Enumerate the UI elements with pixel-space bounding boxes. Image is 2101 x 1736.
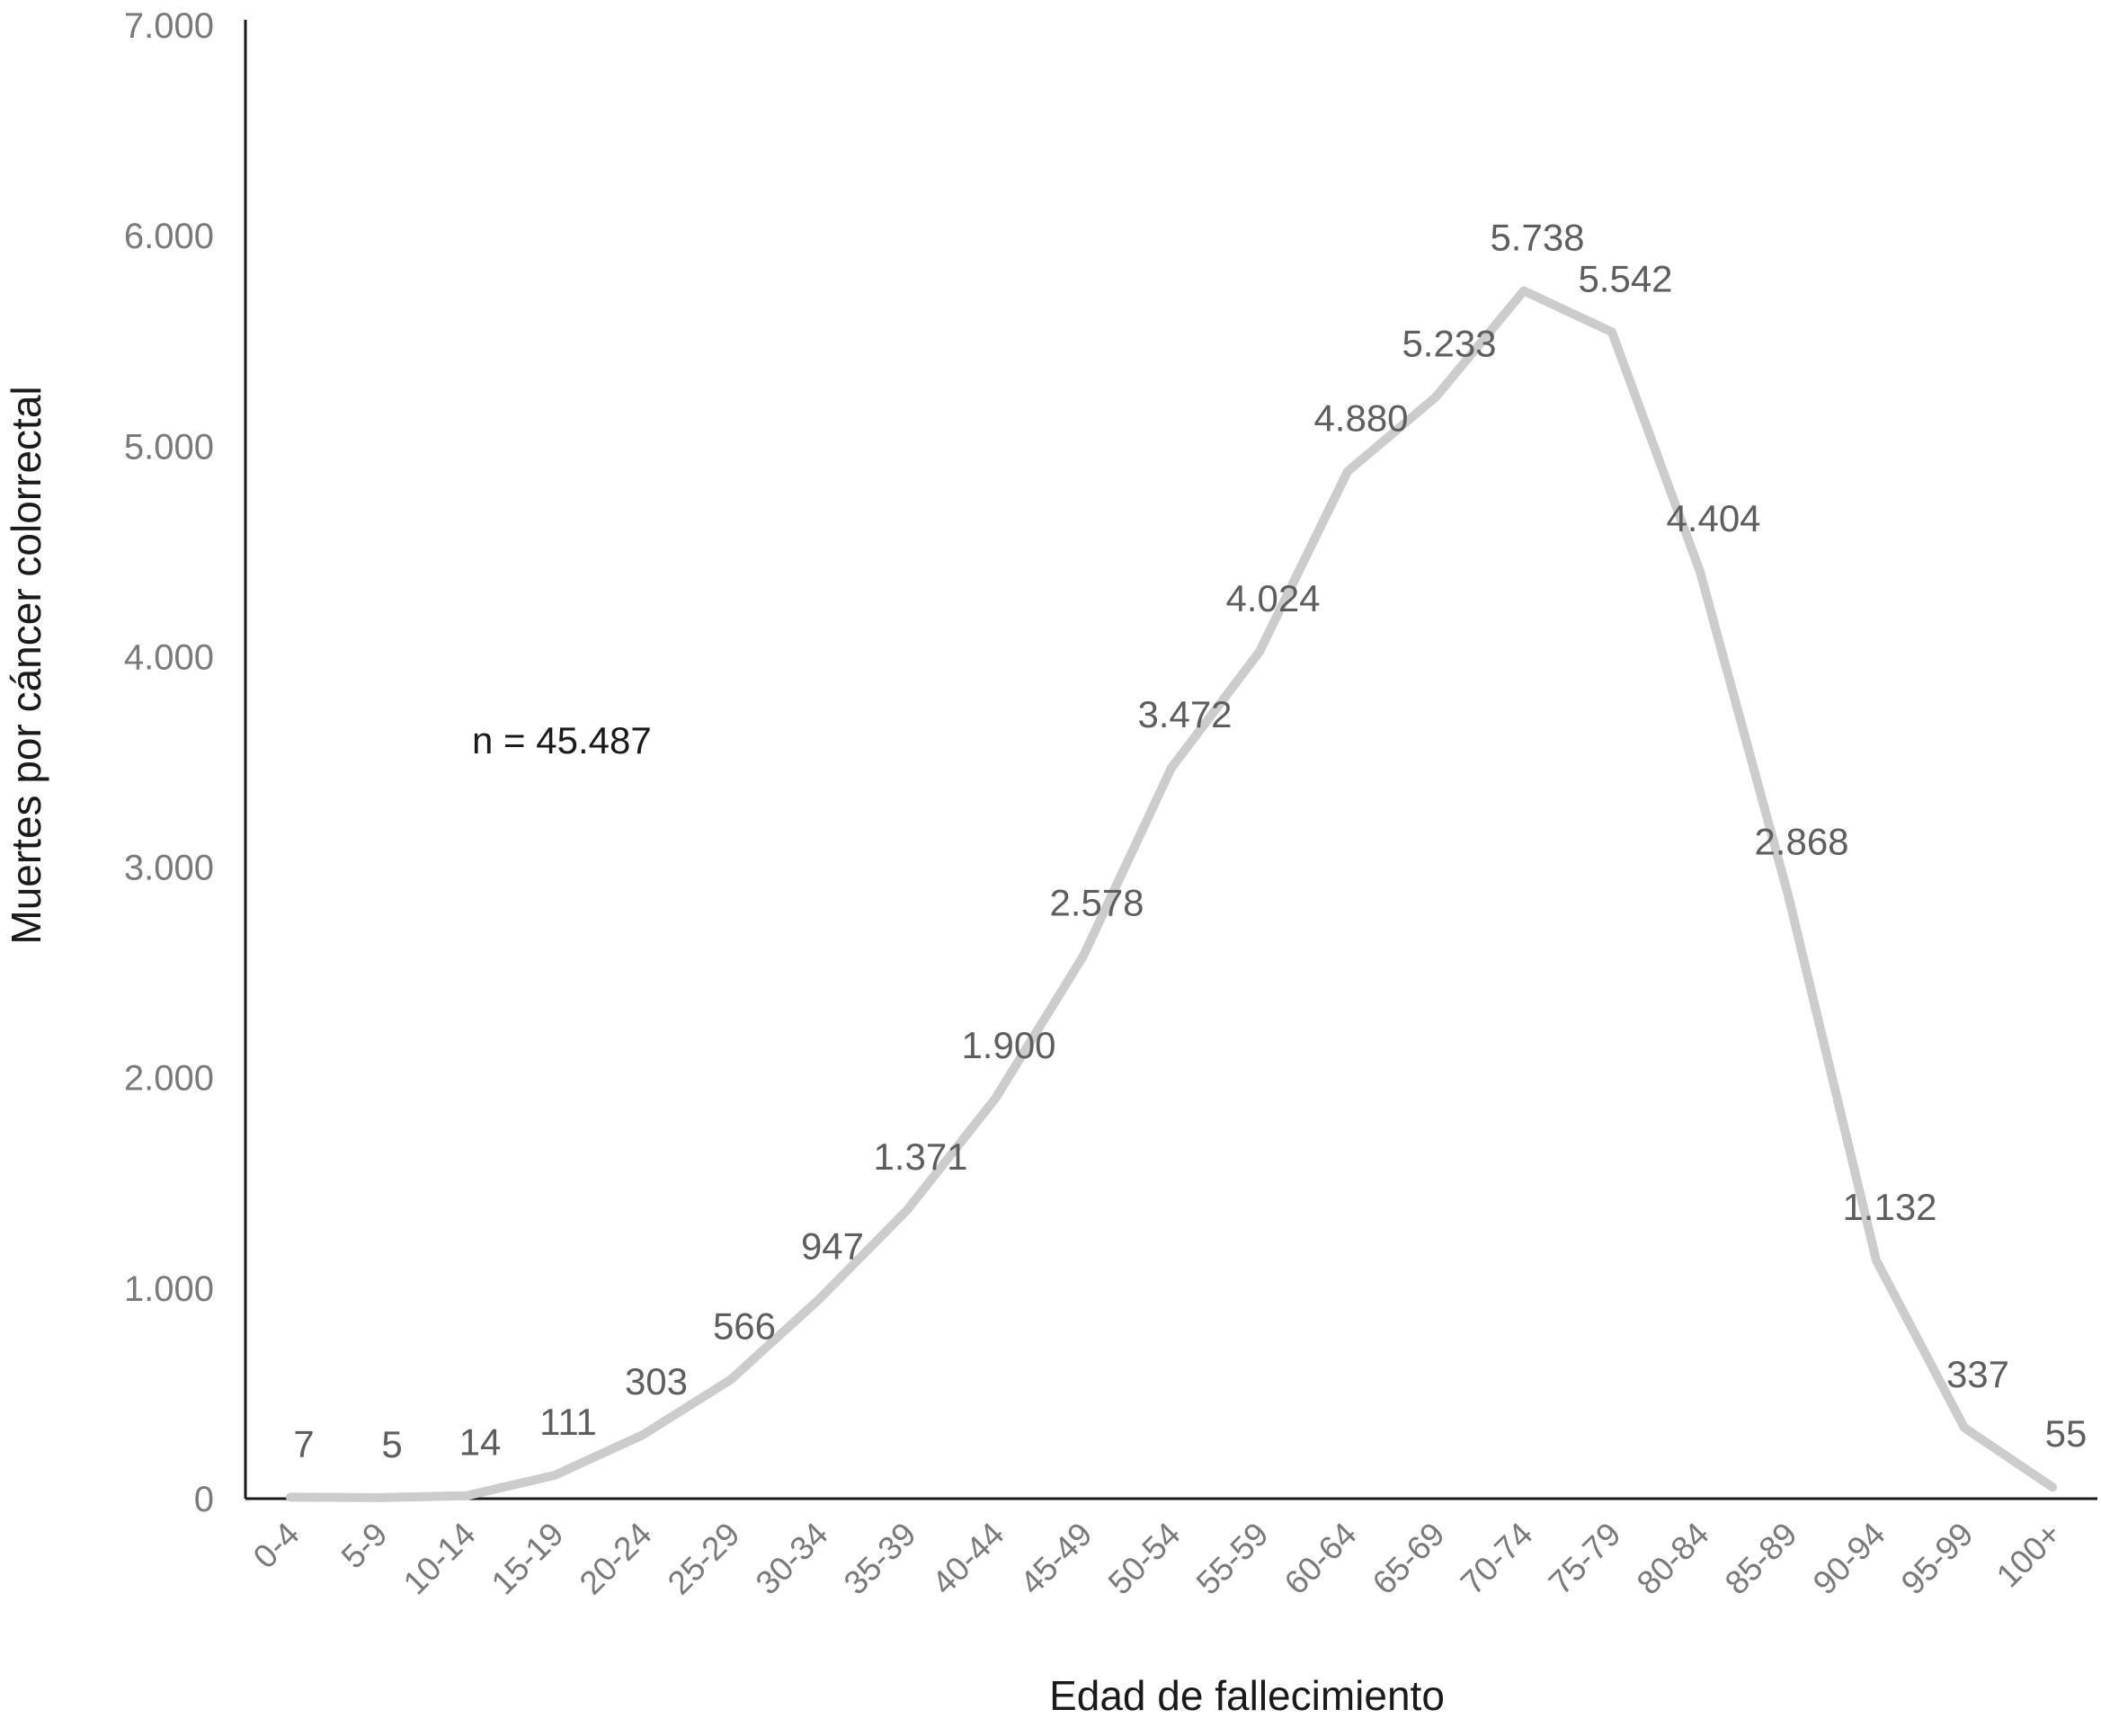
data-label: 5.233	[1402, 323, 1496, 365]
data-label: 5.738	[1490, 216, 1584, 258]
x-axis-ticks: 0-4 5-9 10-14 15-19 20-24 25-29 30-34 35-39 40-4…	[246, 1516, 2069, 1602]
x-tick-label: 0-4	[246, 1516, 307, 1576]
data-label: 14	[459, 1421, 502, 1464]
x-tick-label: 40-44	[925, 1516, 1011, 1602]
data-label: 4.880	[1313, 396, 1408, 439]
x-tick-label: 50-54	[1101, 1516, 1188, 1602]
data-label: 566	[713, 1304, 776, 1347]
data-label: 7	[293, 1422, 314, 1464]
total-annotation: n = 45.487	[472, 719, 652, 761]
x-tick-label: 15-19	[485, 1516, 571, 1602]
y-tick-label: 0	[194, 1480, 214, 1519]
x-tick-label: 25-29	[661, 1516, 747, 1602]
x-tick-label: 45-49	[1013, 1516, 1099, 1602]
data-label: 303	[625, 1360, 688, 1402]
data-label: 1.900	[961, 1024, 1055, 1066]
data-label: 5	[381, 1423, 402, 1465]
data-label: 2.578	[1049, 881, 1144, 923]
x-axis-title: Edad de fallecimiento	[1049, 1672, 1445, 1719]
x-tick-label: 70-74	[1454, 1516, 1540, 1602]
data-labels: 7 5 14 111 303 566 947 1.371 1.900 2.578 3.472 4.02…	[293, 216, 2087, 1464]
data-label: 3.472	[1137, 693, 1232, 735]
x-tick-label: 35-39	[837, 1516, 923, 1602]
x-tick-label: 95-99	[1894, 1516, 1981, 1602]
x-tick-label: 80-84	[1630, 1516, 1716, 1602]
data-label: 4.404	[1666, 497, 1760, 539]
y-axis-title: Muertes por cáncer colorrectal	[3, 386, 49, 944]
y-tick-label: 1.000	[124, 1269, 214, 1309]
x-tick-label: 65-69	[1366, 1516, 1452, 1602]
y-tick-label: 7.000	[124, 6, 214, 46]
y-tick-label: 6.000	[124, 217, 214, 256]
x-tick-label: 85-89	[1718, 1516, 1804, 1602]
data-label: 5.542	[1578, 257, 1672, 299]
data-label: 4.024	[1225, 577, 1320, 619]
y-tick-label: 2.000	[124, 1059, 214, 1099]
data-label: 947	[801, 1224, 864, 1267]
x-tick-label: 90-94	[1806, 1516, 1892, 1602]
x-tick-label: 5-9	[334, 1516, 395, 1576]
data-label: 55	[2045, 1412, 2088, 1455]
x-tick-label: 30-34	[749, 1516, 835, 1602]
y-axis-ticks: 0 1.000 2.000 3.000 4.000 5.000 6.000 7.000	[124, 6, 214, 1519]
y-tick-label: 5.000	[124, 427, 214, 467]
series-line	[286, 286, 2057, 1502]
x-tick-label: 60-64	[1278, 1516, 1364, 1602]
data-label: 1.371	[873, 1135, 967, 1178]
data-label: 1.132	[1842, 1186, 1936, 1228]
x-tick-label: 100+	[1990, 1516, 2069, 1595]
data-label: 111	[539, 1401, 597, 1443]
x-tick-label: 75-79	[1542, 1516, 1628, 1602]
x-tick-label: 20-24	[573, 1516, 659, 1602]
data-label: 337	[1946, 1353, 2009, 1395]
data-label: 2.868	[1754, 820, 1848, 862]
x-tick-label: 10-14	[396, 1516, 483, 1602]
x-tick-label: 55-59	[1189, 1516, 1276, 1602]
y-tick-label: 4.000	[124, 637, 214, 677]
y-tick-label: 3.000	[124, 849, 214, 888]
